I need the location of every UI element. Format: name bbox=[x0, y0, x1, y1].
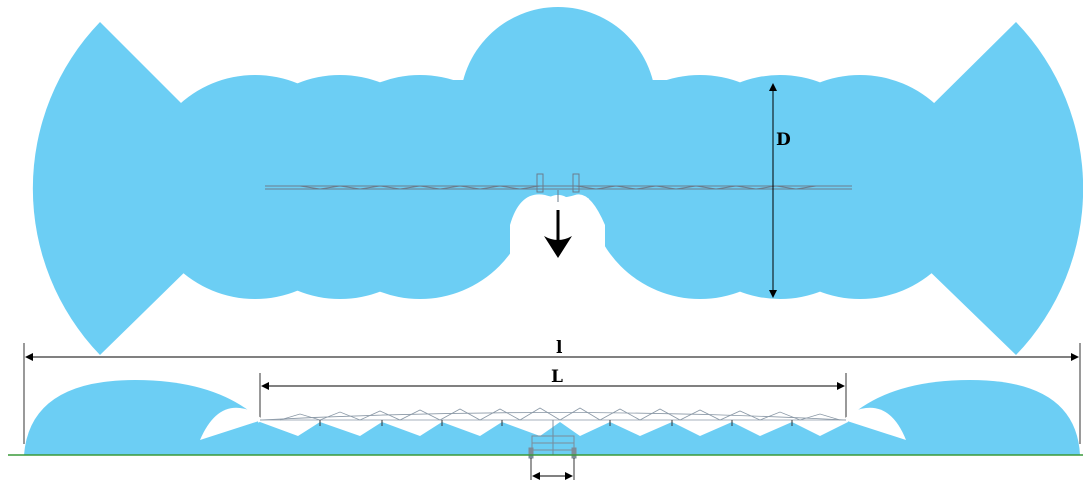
side-view-spray bbox=[24, 380, 1080, 455]
label-l: l bbox=[556, 338, 563, 358]
right-end-spray-side bbox=[848, 380, 1080, 455]
left-end-spray-side bbox=[24, 380, 258, 455]
boom-side-view bbox=[259, 407, 847, 455]
arrow-down-icon bbox=[544, 210, 572, 258]
tower-cart bbox=[528, 435, 577, 459]
right-gap-arc bbox=[844, 407, 906, 440]
right-spray-circle-3 bbox=[748, 75, 972, 299]
label-L: L bbox=[551, 367, 563, 387]
label-D: D bbox=[776, 130, 791, 150]
nozzle-drops bbox=[319, 420, 793, 426]
right-end-gun-sector bbox=[920, 22, 1083, 355]
center-spray-band bbox=[420, 80, 700, 190]
top-view-spray-pattern bbox=[32, 7, 1083, 355]
left-gap-arc bbox=[200, 407, 262, 440]
left-end-gun-sector bbox=[32, 22, 196, 355]
boom-top-view bbox=[265, 173, 852, 202]
